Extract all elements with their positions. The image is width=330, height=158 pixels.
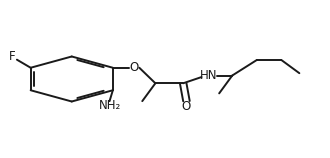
Text: F: F [9,50,16,63]
Text: HN: HN [200,69,217,82]
Text: NH₂: NH₂ [98,99,121,112]
Text: O: O [129,61,139,74]
Text: O: O [182,100,191,113]
